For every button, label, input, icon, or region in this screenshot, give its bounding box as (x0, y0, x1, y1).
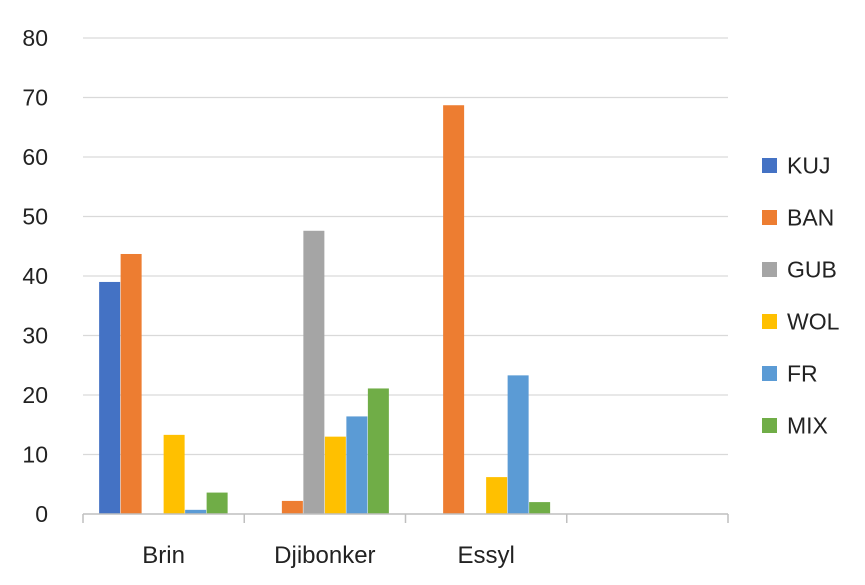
bar-wol-djibonker (324, 436, 346, 514)
legend-swatch-mix (762, 418, 777, 433)
bar-ban-essyl (443, 105, 465, 515)
x-category-label: Essyl (457, 542, 514, 569)
bar-wol-essyl (486, 477, 508, 514)
gridlines (83, 37, 728, 456)
legend-label-gub: GUB (787, 257, 837, 283)
legend: KUJ BAN GUB WOL FR MIX (762, 153, 840, 439)
y-tick-label: 60 (22, 144, 48, 170)
y-tick-label: 40 (22, 263, 48, 289)
x-category-label: Brin (142, 542, 185, 569)
legend-label-mix: MIX (787, 413, 828, 439)
legend-swatch-wol (762, 314, 777, 329)
bar-mix-essyl (529, 502, 551, 514)
y-tick-label: 0 (35, 501, 48, 527)
legend-label-wol: WOL (787, 309, 840, 335)
bar-mix-brin (206, 492, 228, 514)
legend-label-ban: BAN (787, 205, 834, 231)
y-tick-label: 10 (22, 442, 48, 468)
y-tick-label: 20 (22, 382, 48, 408)
legend-label-kuj: KUJ (787, 153, 830, 179)
bar-mix-djibonker (367, 388, 389, 514)
y-tick-label: 50 (22, 204, 48, 230)
bar-fr-brin (185, 509, 207, 514)
x-axis: Brin Djibonker Essyl (82, 513, 729, 569)
y-tick-label: 70 (22, 85, 48, 111)
y-tick-label: 80 (22, 25, 48, 51)
bar-ban-brin (120, 253, 142, 515)
bar-fr-djibonker (346, 416, 368, 514)
bar-ban-djibonker (281, 500, 303, 514)
legend-label-fr: FR (787, 361, 818, 387)
legend-swatch-gub (762, 262, 777, 277)
legend-swatch-fr (762, 366, 777, 381)
legend-swatch-ban (762, 210, 777, 225)
y-tick-label: 30 (22, 323, 48, 349)
x-category-label: Djibonker (274, 542, 375, 569)
bar-kuj-brin (99, 281, 121, 514)
legend-swatch-kuj (762, 158, 777, 173)
y-axis-ticks: 0 10 20 30 40 50 60 70 80 (22, 25, 48, 527)
bar-wol-brin (163, 434, 185, 514)
bar-fr-essyl (507, 375, 529, 514)
bars (99, 105, 551, 515)
bar-gub-djibonker (303, 230, 325, 514)
